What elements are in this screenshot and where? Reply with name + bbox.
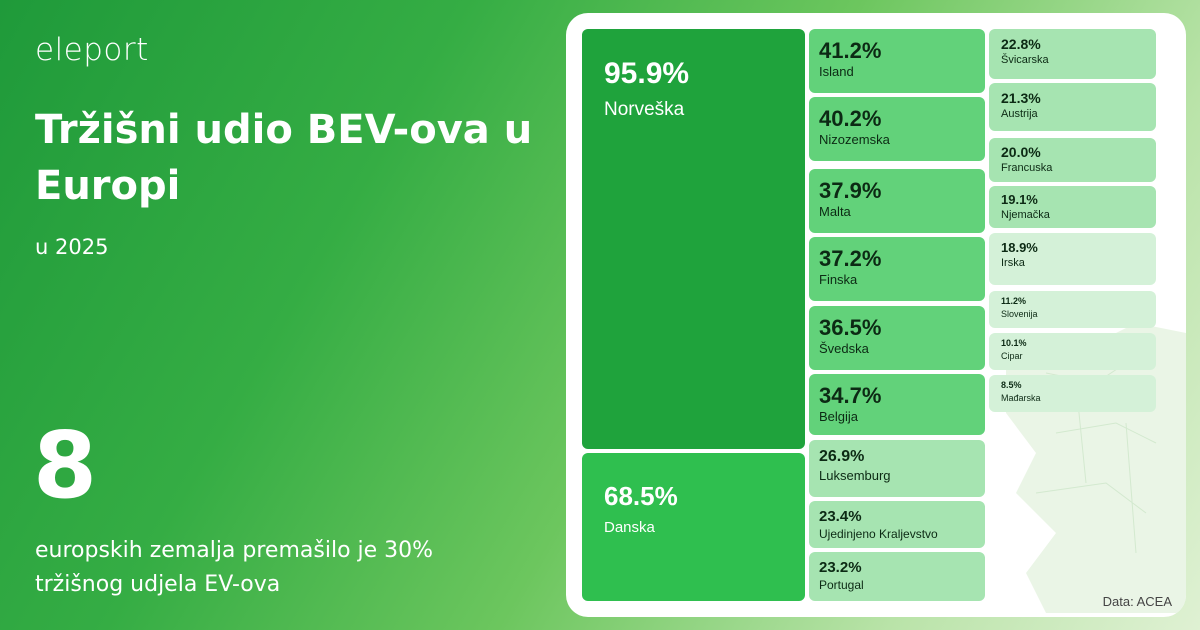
treemap-tile: 10.1% Cipar [989,333,1156,370]
tile-value-label: 19.1% [1001,192,1038,207]
tile-country-label: Danska [604,519,655,536]
tile-country-label: Island [819,64,854,79]
treemap-tile: 21.3% Austrija [989,83,1156,131]
tile-value-label: 18.9% [1001,240,1038,255]
tile-value-label: 37.9% [819,178,882,203]
tile-country-label: Njemačka [1001,209,1050,221]
treemap-tile: 26.9% Luksemburg [809,440,985,497]
tile-country-label: Luksemburg [819,468,891,483]
tile-value-label: 10.1% [1001,338,1027,348]
tile-country-label: Malta [819,204,851,219]
tile-country-label: Portugal [819,578,864,592]
tile-value-label: 22.8% [1001,36,1041,52]
tile-country-label: Mađarska [1001,393,1041,403]
tile-country-label: Švicarska [1001,54,1049,66]
treemap-tile: 11.2% Slovenija [989,291,1156,328]
tile-value-label: 41.2% [819,38,882,63]
treemap-tile: 23.2% Portugal [809,552,985,601]
tile-country-label: Finska [819,272,858,287]
treemap-panel: 95.9% Norveška 68.5% Danska 41.2% Island 40.2%… [566,13,1186,617]
tile-value-label: 68.5% [604,481,678,511]
treemap-tile: 23.4% Ujedinjeno Kraljevstvo [809,501,985,548]
tile-country-label: Slovenija [1001,309,1038,319]
treemap-tile: 19.1% Njemačka [989,186,1156,228]
tile-country-label: Norveška [604,99,685,120]
tile-country-label: Ujedinjeno Kraljevstvo [819,527,938,541]
tile-value-label: 95.9% [604,57,690,90]
tile-country-label: Belgija [819,409,859,424]
tile-value-label: 36.5% [819,315,882,340]
treemap-tile: 20.0% Francuska [989,138,1156,182]
tile-country-label: Nizozemska [819,132,890,147]
page-title: Tržišni udio BEV-ova u Europi [35,107,533,209]
tile-value-label: 8.5% [1001,380,1022,390]
treemap-tile: 68.5% Danska [582,453,805,601]
tile-value-label: 40.2% [819,106,882,131]
treemap-tile: 37.2% Finska [809,237,985,301]
treemap-tile: 40.2% Nizozemska [809,97,985,161]
tile-value-label: 20.0% [1001,144,1041,160]
treemap-tile: 18.9% Irska [989,233,1156,285]
treemap-tile: 36.5% Švedska [809,306,985,370]
tile-country-label: Cipar [1001,351,1023,361]
tile-value-label: 37.2% [819,246,882,271]
treemap-tile: 95.9% Norveška [582,29,805,449]
treemap-tile: 8.5% Mađarska [989,375,1156,412]
tile-country-label: Austrija [1001,108,1038,120]
treemap-tile: 34.7% Belgija [809,374,985,435]
tile-value-label: 11.2% [1001,296,1027,306]
treemap-tile: 41.2% Island [809,29,985,93]
tile-country-label: Francuska [1001,162,1053,174]
tile-country-label: Irska [1001,257,1025,269]
data-source: Data: ACEA [1102,594,1172,609]
tile-value-label: 26.9% [819,448,865,465]
tile-value-label: 23.4% [819,508,862,525]
page-subtitle: u 2025 [35,235,109,259]
highlight-number: 8 [33,412,98,519]
eleport-logo: eleport [35,32,149,68]
left-panel: eleport Tržišni udio BEV-ova u Europi u … [33,0,555,630]
tile-country-label: Švedska [819,341,869,356]
tile-value-label: 34.7% [819,383,882,408]
tile-value-label: 23.2% [819,559,862,576]
tile-value-label: 21.3% [1001,90,1041,106]
treemap-tile: 22.8% Švicarska [989,29,1156,79]
highlight-caption: europskih zemalja premašilo je 30% tržiš… [35,538,434,597]
treemap-tile: 37.9% Malta [809,169,985,233]
